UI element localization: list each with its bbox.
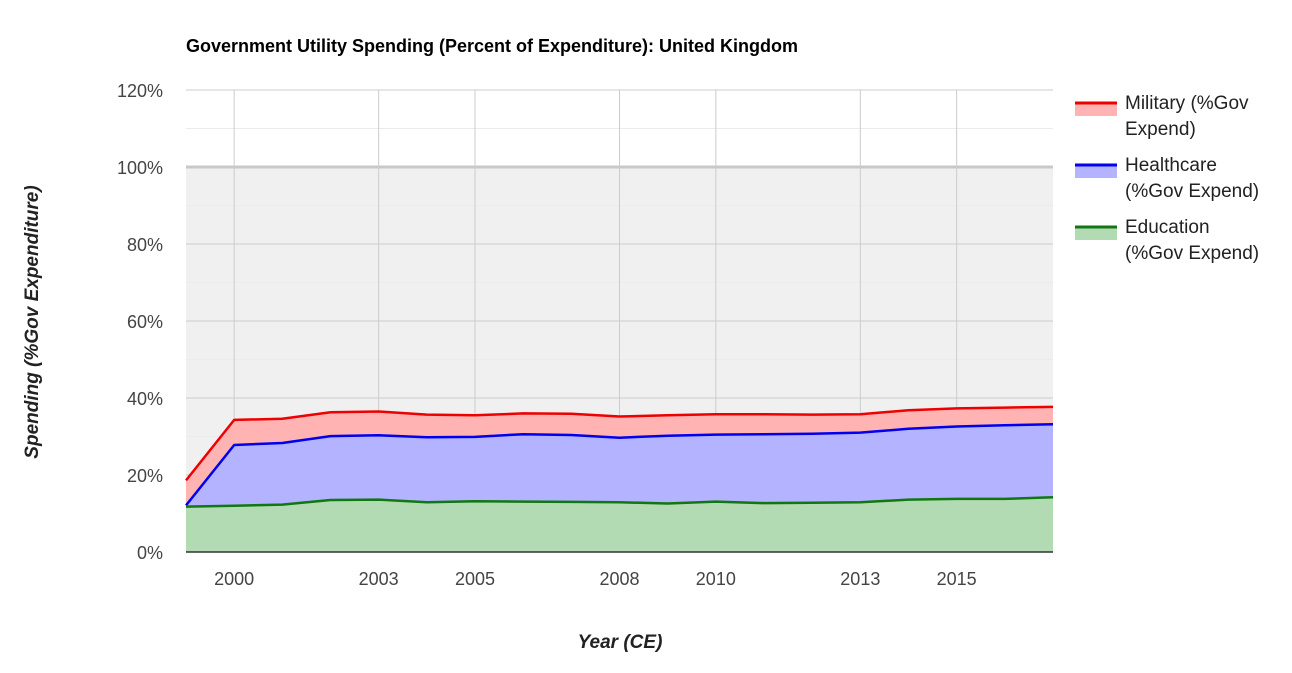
y-tick-label: 80% — [127, 235, 163, 255]
legend-swatch — [1075, 226, 1117, 240]
legend-swatch — [1075, 164, 1117, 178]
line-military-gov-expend — [185, 405, 1054, 482]
legend-label: (%Gov Expend) — [1125, 243, 1259, 264]
area-healthcare-gov-expend — [186, 424, 1053, 507]
legend-item-healthcare-gov-expend: Healthcare (%Gov Expend) — [1075, 155, 1259, 202]
series-lines — [185, 405, 1054, 508]
x-tick-label: 2010 — [696, 569, 736, 589]
legend-item-military-gov-expend: Military (%Gov Expend) — [1075, 93, 1249, 140]
legend-label: Military (%Gov — [1125, 93, 1249, 114]
y-tick-label: 0% — [137, 543, 163, 563]
area-education-gov-expend — [186, 497, 1053, 552]
legend-label: Education — [1125, 217, 1210, 238]
x-tick-label: 2013 — [840, 569, 880, 589]
series-areas — [186, 406, 1053, 552]
legend-label: Expend) — [1125, 119, 1196, 140]
y-tick-label: 20% — [127, 466, 163, 486]
y-tick-label: 60% — [127, 312, 163, 332]
legend-label: (%Gov Expend) — [1125, 181, 1259, 202]
x-axis-ticks: 2000 2003 2005 2008 2010 2013 2015 — [214, 569, 977, 589]
legend-swatch — [1075, 102, 1117, 116]
chart-title: Government Utility Spending (Percent of … — [186, 36, 798, 56]
x-tick-label: 2005 — [455, 569, 495, 589]
x-tick-label: 2003 — [359, 569, 399, 589]
x-tick-label: 2008 — [599, 569, 639, 589]
y-axis-title: Spending (%Gov Expenditure) — [22, 185, 43, 458]
legend-item-education-gov-expend: Education (%Gov Expend) — [1075, 217, 1259, 264]
area-military-gov-expend — [186, 406, 1053, 506]
line-education-gov-expend — [185, 496, 1054, 508]
y-axis-ticks: 0% 20% 40% 60% 80% 100% 120% — [117, 81, 163, 563]
y-tick-label: 40% — [127, 389, 163, 409]
x-tick-label: 2000 — [214, 569, 254, 589]
x-axis-title: Year (CE) — [578, 632, 663, 653]
legend: Military (%Gov Expend) Healthcare (%Gov Exp… — [1075, 93, 1259, 264]
x-tick-label: 2015 — [937, 569, 977, 589]
legend-label: Healthcare — [1125, 155, 1217, 176]
y-tick-label: 120% — [117, 81, 163, 101]
y-tick-label: 100% — [117, 158, 163, 178]
line-healthcare-gov-expend — [185, 422, 1054, 507]
